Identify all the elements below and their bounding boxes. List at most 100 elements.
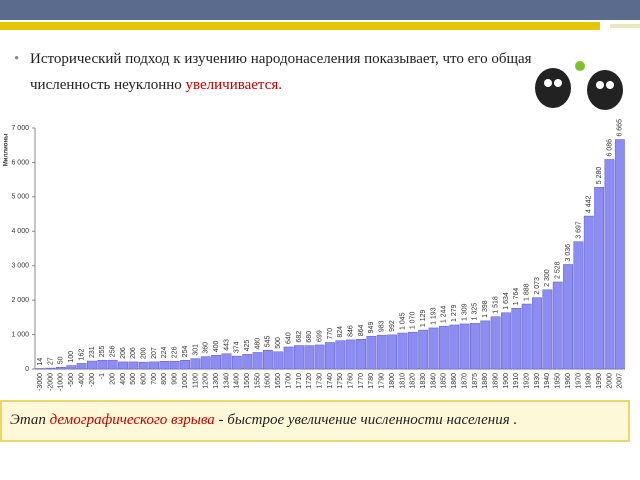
bar	[501, 312, 511, 370]
bar	[470, 323, 480, 370]
value-label: 1 764	[513, 288, 520, 306]
bar	[128, 361, 139, 370]
value-label: 1 244	[441, 306, 448, 324]
x-tick-label: 1600	[265, 373, 272, 389]
bar	[273, 351, 284, 370]
value-label: 680	[306, 331, 313, 343]
bar	[542, 289, 553, 370]
x-tick-label: 1860	[451, 373, 458, 389]
value-label: 255	[99, 345, 106, 357]
bar	[490, 316, 501, 370]
x-tick-label: 900	[172, 373, 179, 385]
value-label: 360	[203, 342, 210, 354]
bar	[66, 365, 77, 370]
value-label: 545	[265, 335, 272, 347]
y-axis-label: Миллионы	[4, 134, 10, 166]
x-tick-label: 400	[120, 373, 127, 385]
y-tick-label: 3 000	[11, 263, 29, 270]
value-label: 983	[379, 320, 386, 332]
bar	[45, 367, 56, 370]
x-tick-label: 1940	[544, 373, 551, 389]
header-accent	[610, 24, 640, 28]
bar	[345, 339, 356, 370]
x-tick-label: 1650	[275, 373, 282, 389]
bar	[573, 241, 584, 370]
bar	[521, 303, 532, 370]
x-tick-label: 1990	[596, 373, 603, 389]
bar	[449, 324, 460, 370]
bar	[438, 325, 449, 370]
x-tick-label: 1700	[285, 373, 292, 389]
x-tick-label: 1830	[420, 373, 427, 389]
x-tick-label: 1840	[430, 373, 437, 389]
bar	[169, 360, 180, 370]
value-label: 2 073	[534, 277, 541, 295]
header-band	[0, 0, 640, 20]
value-label: 301	[192, 344, 199, 356]
header-decoration	[0, 0, 640, 30]
x-tick-label: 600	[141, 373, 148, 385]
value-label: 162	[78, 349, 85, 361]
x-tick-label: 1880	[482, 373, 489, 389]
bar	[294, 345, 304, 370]
value-label: 640	[285, 332, 292, 344]
y-tick-label: 4 000	[11, 228, 29, 235]
value-label: 5 280	[596, 167, 603, 185]
x-tick-label: 1970	[575, 373, 582, 389]
value-label: 992	[389, 320, 396, 332]
x-tick-label: 1720	[306, 373, 313, 389]
value-label: 949	[368, 322, 375, 334]
x-tick-label: 1900	[503, 373, 510, 389]
value-label: 425	[244, 340, 251, 352]
value-label: 824	[337, 326, 344, 338]
value-label: 224	[161, 347, 168, 359]
bar	[563, 264, 573, 370]
bar	[604, 159, 615, 370]
value-label: 480	[254, 338, 261, 350]
bar	[459, 323, 470, 370]
x-tick-label: 2007	[617, 373, 624, 389]
x-tick-label: 1820	[410, 373, 417, 389]
y-tick-label: 5 000	[11, 194, 29, 201]
value-label: 100	[68, 351, 75, 363]
x-tick-label: 1550	[254, 373, 261, 389]
value-label: 206	[130, 347, 137, 359]
value-label: 6 086	[606, 139, 613, 157]
bar	[190, 358, 201, 370]
y-tick-label: 1 000	[11, 331, 29, 338]
x-tick-label: 1340	[223, 373, 230, 389]
value-label: 256	[109, 345, 116, 357]
x-tick-label: 1850	[441, 373, 448, 389]
x-tick-label: -500	[68, 373, 75, 387]
flower	[575, 61, 585, 71]
eye	[544, 79, 552, 87]
value-label: 207	[151, 347, 158, 359]
x-tick-label: 1960	[565, 373, 572, 389]
value-label: 6 665	[617, 119, 624, 137]
bar	[511, 308, 522, 370]
x-tick-label: -400	[78, 373, 85, 387]
value-label: 206	[120, 347, 127, 359]
value-label: 443	[223, 339, 230, 351]
x-tick-label: 1000	[182, 373, 189, 389]
bar	[325, 342, 335, 370]
x-tick-label: 1500	[244, 373, 251, 389]
bar	[335, 340, 346, 370]
value-label: 1 193	[430, 307, 437, 325]
x-tick-label: 1810	[399, 373, 406, 389]
value-label: 1 888	[524, 283, 531, 301]
value-label: 682	[296, 331, 303, 343]
bar	[262, 349, 273, 370]
value-label: 400	[213, 340, 220, 352]
x-tick-label: 1780	[368, 373, 375, 389]
x-tick-label: 1790	[379, 373, 386, 389]
figure	[587, 70, 623, 110]
bar	[118, 361, 128, 370]
value-label: 1 045	[399, 312, 406, 330]
bar	[76, 363, 87, 370]
value-label: 500	[275, 337, 282, 349]
y-tick-label: 6 000	[11, 159, 29, 166]
eye	[606, 81, 614, 89]
x-tick-label: 1300	[213, 373, 220, 389]
y-tick-label: 7 000	[11, 125, 29, 132]
